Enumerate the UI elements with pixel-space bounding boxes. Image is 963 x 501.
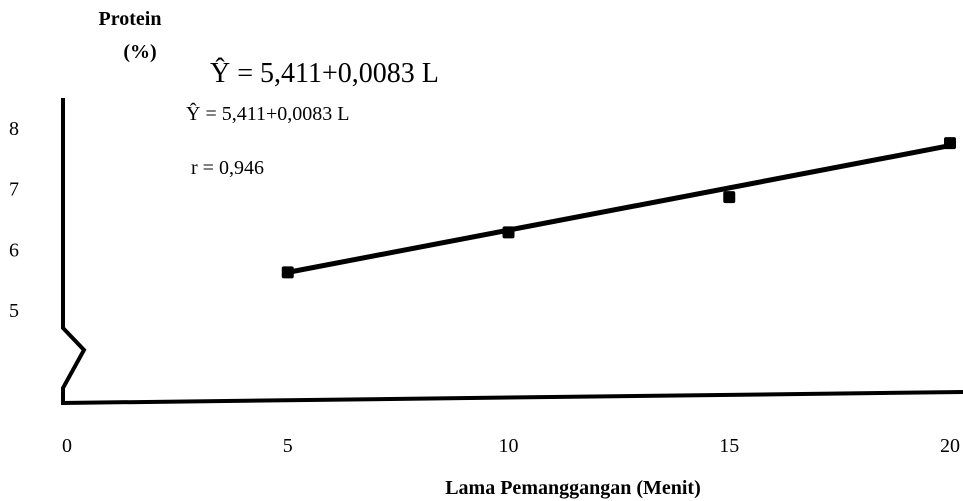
- x-tick-label: 20: [940, 435, 960, 457]
- correlation-label: r = 0,946: [191, 157, 264, 179]
- y-axis-unit: (%): [123, 41, 156, 63]
- x-axis: [61, 392, 963, 403]
- data-point: [723, 191, 735, 203]
- data-point: [282, 266, 294, 278]
- y-axis-with-break: [63, 98, 84, 405]
- data-point: [944, 137, 956, 149]
- x-tick-label: 0: [62, 435, 72, 457]
- y-tick-label: 6: [9, 239, 19, 261]
- y-tick-label: 7: [9, 179, 19, 201]
- y-axis-label: Protein: [99, 8, 162, 30]
- axes: [61, 98, 963, 405]
- regression-equation-large: Ŷ = 5,411+0,0083 L: [210, 58, 439, 89]
- y-tick-label: 5: [9, 300, 19, 322]
- regression-equation-small: Ŷ = 5,411+0,0083 L: [186, 102, 349, 125]
- x-tick-label: 15: [719, 435, 739, 457]
- data-point: [503, 226, 515, 238]
- y-tick-label: 8: [9, 118, 19, 140]
- trend-line: [288, 146, 950, 273]
- x-tick-label: 10: [499, 435, 519, 457]
- x-tick-label: 5: [283, 435, 293, 457]
- x-axis-label: Lama Pemanggangan (Menit): [445, 477, 701, 499]
